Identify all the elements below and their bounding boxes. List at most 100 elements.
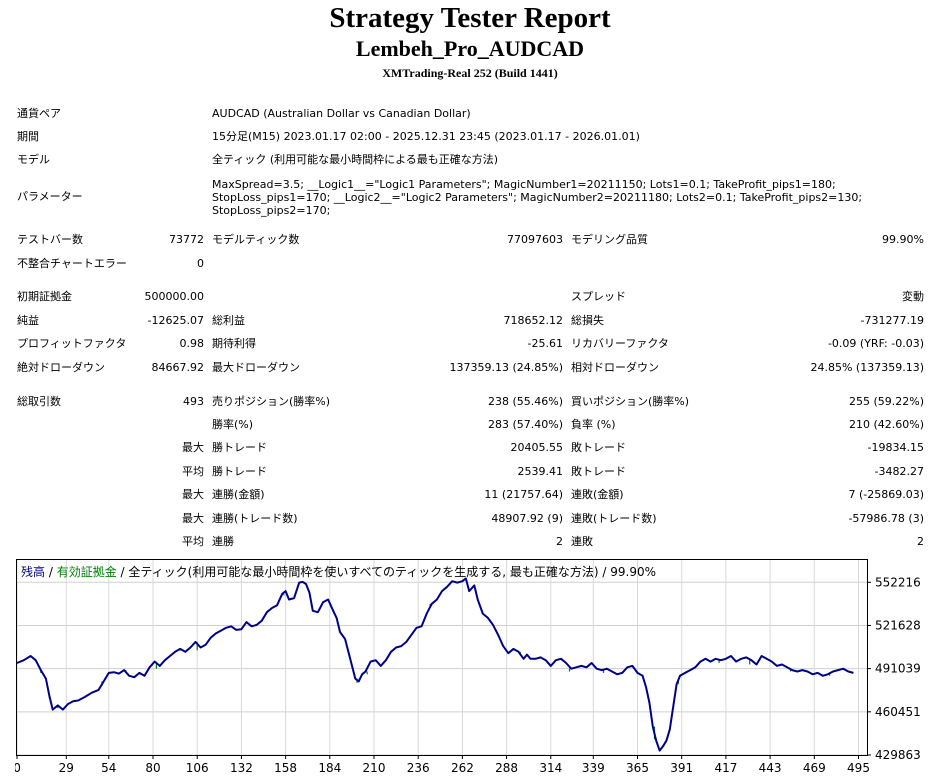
period-value: 15分足(M15) 2023.01.17 02:00 - 2025.12.31 … [212, 130, 640, 143]
x-tick-label: 106 [186, 761, 209, 775]
largest-win-value: 20405.55 [510, 441, 564, 454]
ea-name: Lembeh_Pro_AUDCAD [355, 36, 585, 61]
x-tick-label: 80 [145, 761, 160, 775]
y-tick-label: 429863 [875, 748, 921, 762]
trades-label: 総取引数 [17, 395, 61, 408]
largest-prefix: 最大 [182, 441, 204, 454]
spread-label: スプレッド [571, 290, 626, 303]
rel-dd-value: 24.85% (137359.13) [810, 361, 924, 374]
x-tick-label: 184 [318, 761, 341, 775]
max-cons-loss-label: 連敗(トレード数) [571, 512, 657, 525]
max-cons-profit-label: 連勝(トレード数) [212, 512, 298, 525]
quality-value: 99.90% [882, 233, 924, 246]
gross-loss-value: -731277.19 [860, 314, 924, 327]
max-dd-label: 最大ドローダウン [212, 361, 300, 374]
rel-dd-label: 相対ドローダウン [571, 361, 659, 374]
x-tick-label: 314 [539, 761, 562, 775]
max-cons-wins-label: 連勝(金額) [212, 488, 265, 501]
x-tick-label: 469 [803, 761, 826, 775]
x-tick-label: 495 [847, 761, 870, 775]
max-dd-value: 137359.13 (24.85%) [449, 361, 563, 374]
x-tick-label: 417 [714, 761, 737, 775]
pf-label: プロフィットファクタ [17, 337, 127, 350]
chart-legend: 残高 / 有効証拠金 / 全ティック(利用可能な最小時間枠を使いすべてのティック… [21, 564, 656, 579]
x-tick-label: 54 [101, 761, 116, 775]
bars-value: 73772 [169, 233, 204, 246]
ticks-label: モデルティック数 [212, 233, 300, 246]
avg-cons-wins-value: 2 [556, 535, 563, 548]
avg-win-value: 2539.41 [517, 465, 564, 478]
net-label: 純益 [17, 314, 39, 327]
max-cons-loss-value: -57986.78 (3) [848, 512, 924, 525]
chart-background [15, 558, 930, 776]
win-label: 勝率(%) [212, 418, 254, 431]
model-value: 全ティック (利用可能な最小時間枠による最も正確な方法) [212, 153, 499, 166]
x-tick-label: 262 [451, 761, 474, 775]
loss-value: 210 (42.60%) [848, 418, 924, 431]
x-tick-label: 29 [59, 761, 74, 775]
balance-layer [16, 577, 854, 752]
abs-dd-value: 84667.92 [151, 361, 205, 374]
bars-label: テストバー数 [17, 233, 83, 246]
model-label: モデル [17, 153, 50, 166]
chart-grid [16, 560, 867, 756]
balance-equity-chart: 残高 / 有効証拠金 / 全ティック(利用可能な最小時間枠を使いすべてのティック… [15, 558, 930, 776]
symbol-value: AUDCAD (Australian Dollar vs Canadian Do… [212, 107, 471, 120]
max-cons-losses-value: 7 (-25869.03) [848, 488, 924, 501]
y-tick-label: 521628 [875, 618, 921, 632]
long-label: 買いポジション(勝率%) [571, 395, 690, 408]
short-label: 売りポジション(勝率%) [212, 395, 331, 408]
recovery-label: リカバリーファクタ [571, 337, 669, 350]
legend-sep-1: / [45, 565, 57, 579]
period-label: 期間 [17, 130, 39, 143]
server-build: XMTrading-Real 252 (Build 1441) [382, 66, 558, 80]
params-label: パラメーター [17, 190, 83, 203]
legend-balance: 残高 [21, 564, 45, 579]
legend-equity: 有効証拠金 [57, 564, 117, 579]
x-tick-label: 132 [230, 761, 253, 775]
x-tick-label: 0 [15, 761, 21, 775]
mismatch-label: 不整合チャートエラー [17, 257, 127, 270]
balance-line [16, 577, 854, 752]
short-value: 238 (55.46%) [487, 395, 563, 408]
win-value: 283 (57.40%) [487, 418, 563, 431]
x-tick-label: 288 [495, 761, 518, 775]
long-value: 255 (59.22%) [848, 395, 924, 408]
x-tick-label: 210 [363, 761, 386, 775]
avg-loss-value: -3482.27 [874, 465, 924, 478]
max-cons-prefix: 最大 [182, 488, 204, 501]
gross-profit-value: 718652.12 [503, 314, 564, 327]
net-value: -12625.07 [147, 314, 204, 327]
deposit-value: 500000.00 [144, 290, 205, 303]
x-axis-ticks: 0 29 54 80 106 132 158 184 210 236 262 288 314 339 365… [15, 755, 870, 775]
max-cons-losses-label: 連敗(金額) [571, 488, 624, 501]
y-tick-label: 552216 [875, 575, 921, 589]
x-tick-label: 158 [274, 761, 297, 775]
avg-cons-wins-label: 連勝 [212, 535, 234, 548]
y-tick-label: 491039 [875, 662, 921, 676]
legend-description: 全ティック(利用可能な最小時間枠を使いすべてのティックを生成する, 最も正確な方… [128, 564, 656, 579]
largest-loss-label: 敗トレード [571, 441, 626, 454]
largest-win-label: 勝トレード [212, 441, 267, 454]
params-value: MaxSpread=3.5; __Logic1__="Logic1 Parame… [212, 178, 863, 217]
avg-cons-losses-value: 2 [917, 535, 924, 548]
symbol-label: 通貨ペア [17, 107, 61, 120]
avg-cons-prefix: 平均 [182, 535, 204, 548]
deposit-label: 初期証拠金 [17, 290, 72, 303]
legend-sep-2: / [117, 565, 129, 579]
spread-value: 変動 [902, 290, 924, 303]
gross-profit-label: 総利益 [212, 314, 245, 327]
y-tick-label: 460451 [875, 705, 921, 719]
ticks-value: 77097603 [507, 233, 563, 246]
x-tick-label: 339 [582, 761, 605, 775]
trades-value: 493 [183, 395, 204, 408]
average-prefix: 平均 [182, 465, 204, 478]
max-cons2-prefix: 最大 [182, 512, 204, 525]
gross-loss-label: 総損失 [571, 314, 604, 327]
avg-win-label: 勝トレード [212, 465, 267, 478]
expected-label: 期待利得 [212, 337, 256, 350]
max-cons-profit-value: 48907.92 (9) [491, 512, 563, 525]
recovery-value: -0.09 (YRF: -0.03) [827, 337, 924, 350]
quality-label: モデリング品質 [571, 233, 648, 246]
abs-dd-label: 絶対ドローダウン [17, 361, 105, 374]
